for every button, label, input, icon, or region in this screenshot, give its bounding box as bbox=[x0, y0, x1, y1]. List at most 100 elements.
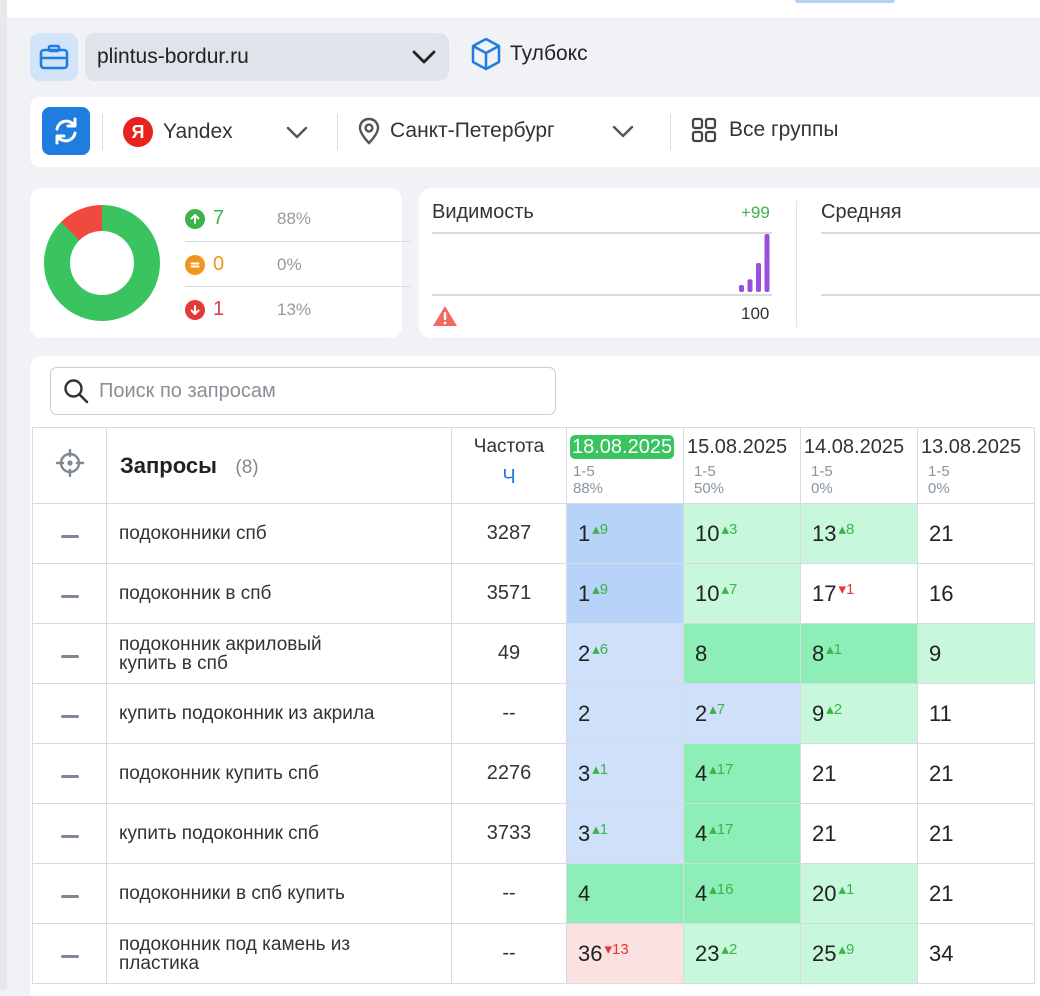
row-toggle[interactable] bbox=[32, 503, 107, 564]
warning-icon[interactable] bbox=[432, 304, 458, 328]
region-select[interactable]: Санкт-Петербург bbox=[358, 117, 635, 145]
row-toggle[interactable] bbox=[32, 863, 107, 924]
position-cell[interactable]: 21 bbox=[800, 803, 918, 864]
query-cell[interactable]: подоконники в спб купить bbox=[106, 863, 452, 924]
position-cell[interactable]: 2 ▴7 bbox=[683, 683, 801, 744]
position-cell[interactable]: 17 ▾1 bbox=[800, 563, 918, 624]
search-icon bbox=[64, 379, 89, 404]
query-text: подоконник под камень из пластика bbox=[119, 933, 351, 974]
table-row[interactable]: купить подоконник спб 3733 3 ▴1 4 ▴17 21 21 bbox=[32, 803, 1035, 864]
position-cell[interactable]: 21 bbox=[917, 863, 1035, 924]
position-cell[interactable]: 3 ▴1 bbox=[566, 743, 684, 804]
table-row[interactable]: подоконник под камень из пластика -- 36 ▾13… bbox=[32, 923, 1035, 984]
position-cell[interactable]: 13 ▴8 bbox=[800, 503, 918, 564]
position-value: 21 bbox=[929, 760, 954, 786]
position-cell[interactable]: 36 ▾13 bbox=[566, 923, 684, 984]
stat-down: 1 13% bbox=[185, 298, 311, 321]
position-cell[interactable]: 25 ▴9 bbox=[800, 923, 918, 984]
engine-select[interactable]: Я Yandex bbox=[123, 117, 309, 147]
position-cell[interactable]: 10 ▴3 bbox=[683, 503, 801, 564]
position-cell[interactable]: 4 ▴16 bbox=[683, 863, 801, 924]
row-toggle[interactable] bbox=[32, 563, 107, 624]
briefcase-button[interactable] bbox=[30, 33, 78, 81]
position-cell[interactable]: 34 bbox=[917, 923, 1035, 984]
divider bbox=[102, 114, 103, 150]
groups-select[interactable]: Все группы bbox=[691, 117, 838, 143]
table-row[interactable]: подоконник в спб 3571 1 ▴9 10 ▴7 17 ▾1 16 bbox=[32, 563, 1035, 624]
query-cell[interactable]: подоконник акриловый купить в спб bbox=[106, 623, 452, 684]
stat-up: 7 88% bbox=[185, 207, 311, 230]
position-cell[interactable]: 3 ▴1 bbox=[566, 803, 684, 864]
position-cell[interactable]: 11 bbox=[917, 683, 1035, 744]
search-input[interactable] bbox=[97, 378, 531, 404]
table-row[interactable]: подоконник акриловый купить в спб 49 2 ▴6 8 8… bbox=[32, 623, 1035, 684]
position-cell[interactable]: 21 bbox=[917, 743, 1035, 804]
position-cell[interactable]: 20 ▴1 bbox=[800, 863, 918, 924]
visibility-bar bbox=[739, 285, 744, 292]
position-cell[interactable]: 21 bbox=[917, 803, 1035, 864]
position-cell[interactable]: 1 ▴9 bbox=[566, 563, 684, 624]
freq-cell: -- bbox=[451, 863, 567, 924]
freq-sub[interactable]: Ч bbox=[502, 466, 516, 488]
position-cell[interactable]: 21 bbox=[917, 503, 1035, 564]
position-cell[interactable]: 4 bbox=[566, 863, 684, 924]
position-cell[interactable]: 4 ▴17 bbox=[683, 803, 801, 864]
project-domain: plintus-bordur.ru bbox=[97, 45, 249, 68]
search-box[interactable] bbox=[50, 367, 556, 415]
table-row[interactable]: подоконник купить спб 2276 3 ▴1 4 ▴17 21 21 bbox=[32, 743, 1035, 804]
query-cell[interactable]: купить подоконник спб bbox=[106, 803, 452, 864]
date-column-header[interactable]: 14.08.2025 1-5 0% bbox=[800, 427, 918, 504]
position-cell[interactable]: 23 ▴2 bbox=[683, 923, 801, 984]
position-value: 21 bbox=[929, 520, 954, 546]
query-cell[interactable]: подоконник купить спб bbox=[106, 743, 452, 804]
toolbox-label: Тулбокс bbox=[510, 42, 588, 65]
position-cell[interactable]: 2 ▴6 bbox=[566, 623, 684, 684]
query-cell[interactable]: купить подоконник из акрила bbox=[106, 683, 452, 744]
position-change: ▴2 bbox=[826, 701, 843, 718]
date-column-header[interactable]: 13.08.2025 1-5 0% bbox=[917, 427, 1035, 504]
row-toggle[interactable] bbox=[32, 683, 107, 744]
query-cell[interactable]: подоконники спб bbox=[106, 503, 452, 564]
position-cell[interactable]: 8 bbox=[683, 623, 801, 684]
project-select[interactable]: plintus-bordur.ru bbox=[85, 33, 449, 81]
position-cell[interactable]: 2 bbox=[566, 683, 684, 744]
position-cell[interactable]: 16 bbox=[917, 563, 1035, 624]
position-value: 1 bbox=[578, 521, 591, 546]
stat-same-pct: 0% bbox=[277, 254, 302, 274]
visibility-bar bbox=[764, 234, 770, 292]
queries-column-header[interactable]: Запросы (8) bbox=[106, 427, 452, 504]
row-toggle[interactable] bbox=[32, 803, 107, 864]
briefcase-icon bbox=[39, 44, 69, 70]
position-value: 23 bbox=[695, 941, 720, 966]
position-cell[interactable]: 8 ▴1 bbox=[800, 623, 918, 684]
position-cell[interactable]: 9 ▴2 bbox=[800, 683, 918, 744]
queries-count: (8) bbox=[235, 456, 259, 478]
table-row[interactable]: подоконники спб 3287 1 ▴9 10 ▴3 13 ▴8 21 bbox=[32, 503, 1035, 564]
position-cell[interactable]: 10 ▴7 bbox=[683, 563, 801, 624]
table-row[interactable]: подоконники в спб купить -- 4 4 ▴16 20 ▴1 21 bbox=[32, 863, 1035, 924]
date-column-header[interactable]: 18.08.2025 1-5 88% bbox=[566, 427, 684, 504]
position-value: 34 bbox=[929, 940, 954, 966]
region-label: Санкт-Петербург bbox=[390, 119, 555, 142]
toolbox-link[interactable]: Тулбокс bbox=[470, 37, 588, 71]
row-toggle[interactable] bbox=[32, 623, 107, 684]
position-cell[interactable]: 4 ▴17 bbox=[683, 743, 801, 804]
engine-label: Yandex bbox=[163, 120, 233, 143]
position-cell[interactable]: 1 ▴9 bbox=[566, 503, 684, 564]
position-value: 25 bbox=[812, 941, 837, 966]
position-value: 21 bbox=[929, 820, 954, 846]
position-value: 21 bbox=[812, 760, 837, 786]
position-cell[interactable]: 9 bbox=[917, 623, 1035, 684]
query-cell[interactable]: подоконник под камень из пластика bbox=[106, 923, 452, 984]
position-change: ▴3 bbox=[721, 521, 738, 538]
row-toggle[interactable] bbox=[32, 923, 107, 984]
table-row[interactable]: купить подоконник из акрила -- 2 2 ▴7 9 ▴2 11 bbox=[32, 683, 1035, 744]
top-strip-accent bbox=[795, 0, 895, 3]
query-cell[interactable]: подоконник в спб bbox=[106, 563, 452, 624]
position-cell[interactable]: 21 bbox=[800, 743, 918, 804]
date-column-header[interactable]: 15.08.2025 1-5 50% bbox=[683, 427, 801, 504]
freq-column-header[interactable]: Частота Ч bbox=[451, 427, 567, 504]
target-column-header[interactable] bbox=[32, 427, 107, 504]
refresh-button[interactable] bbox=[42, 107, 90, 155]
row-toggle[interactable] bbox=[32, 743, 107, 804]
